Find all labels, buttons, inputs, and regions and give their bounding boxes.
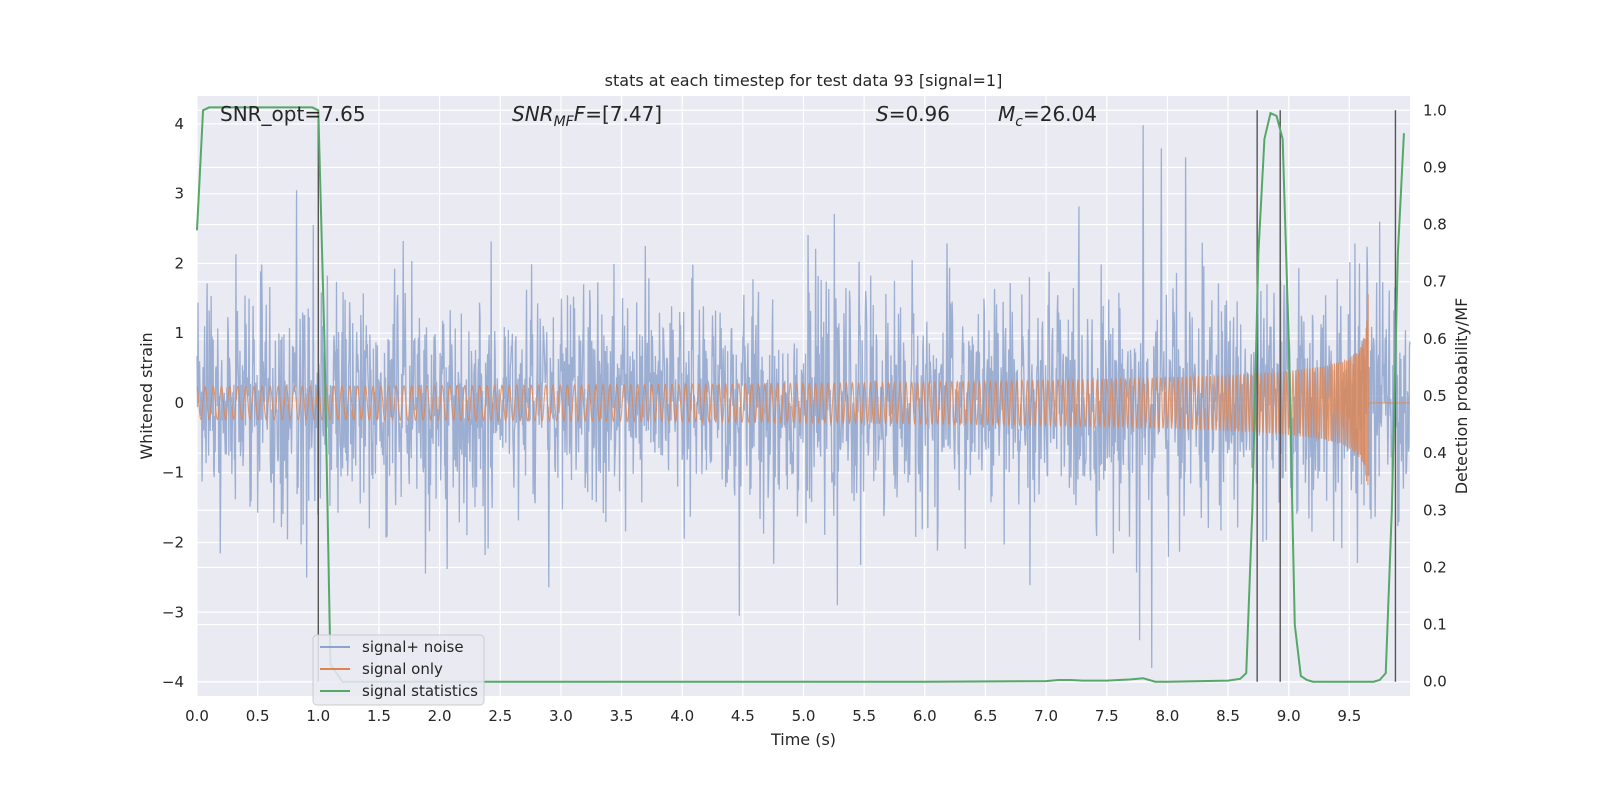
x-tick-label: 7.0: [1034, 707, 1058, 725]
y-right-tick-label: 0.1: [1423, 616, 1447, 634]
y-tick-label: 0: [174, 394, 184, 412]
x-axis-label: Time (s): [770, 730, 836, 749]
y-tick-label: 3: [174, 185, 184, 203]
x-tick-label: 4.5: [731, 707, 755, 725]
x-tick-label: 1.0: [306, 707, 330, 725]
y-right-tick-label: 1.0: [1423, 101, 1447, 119]
signal-statistics-series: [196, 106, 1405, 683]
x-tick-label: 8.5: [1216, 707, 1240, 725]
x-tick-label: 2.0: [428, 707, 452, 725]
y-right-tick-label: 0.0: [1423, 673, 1447, 691]
y-right-tick-label: 0.9: [1423, 158, 1447, 176]
y-right-tick-label: 0.2: [1423, 558, 1447, 576]
signal-noise-series: [196, 125, 1411, 669]
y-right-tick-label: 0.3: [1423, 501, 1447, 519]
y-right-tick-label: 0.6: [1423, 330, 1447, 348]
signal-only-line: [196, 294, 1410, 486]
y-tick-label: 2: [174, 254, 184, 272]
x-tick-label: 4.0: [670, 707, 694, 725]
x-tick-label: 1.5: [367, 707, 391, 725]
x-tick-label: 7.5: [1095, 707, 1119, 725]
x-tick-label: 8.0: [1155, 707, 1179, 725]
y-tick-label: −4: [162, 673, 184, 691]
y-tick-label: 1: [174, 324, 184, 342]
legend-label-noise: signal+ noise: [362, 638, 464, 656]
y-axis-right-label: Detection probability/MF: [1452, 298, 1471, 495]
annotation-snr-mf: SNRMFF=[7.47]: [512, 102, 662, 130]
y-tick-label: 4: [174, 115, 184, 133]
y-right-tick-label: 0.7: [1423, 273, 1447, 291]
signal-noise-line: [196, 125, 1411, 669]
annotation-mc: Mc=26.04: [998, 102, 1097, 130]
x-tick-label: 5.5: [852, 707, 876, 725]
signal-statistics-line: [196, 106, 1405, 683]
signal-only-series: [196, 294, 1410, 486]
tick-labels: 0.0 0.5 1.0 1.5 2.0 2.5 3.0 3.5 4.0 4.5 5.0 5.5 6.0 6…: [162, 101, 1447, 725]
y-tick-label: −2: [162, 534, 184, 552]
y-right-tick-label: 0.5: [1423, 387, 1447, 405]
annotation-snr-opt: SNR_opt=7.65: [220, 102, 366, 126]
y-right-tick-label: 0.8: [1423, 216, 1447, 234]
y-axis-label: Whitened strain: [137, 332, 156, 459]
x-tick-label: 3.0: [549, 707, 573, 725]
x-tick-label: 9.5: [1337, 707, 1361, 725]
legend-label-stat: signal statistics: [362, 682, 478, 700]
legend: signal+ noise signal only signal statist…: [312, 634, 485, 706]
y-tick-label: −3: [162, 603, 184, 621]
chart-title: stats at each timestep for test data 93 …: [605, 71, 1003, 90]
annotation-s: S=0.96: [876, 102, 950, 126]
x-tick-label: 0.5: [246, 707, 270, 725]
x-tick-label: 5.0: [792, 707, 816, 725]
y-tick-label: −1: [162, 464, 184, 482]
legend-box: [312, 634, 485, 706]
x-tick-label: 9.0: [1277, 707, 1301, 725]
x-tick-label: 6.0: [913, 707, 937, 725]
x-tick-label: 3.5: [610, 707, 634, 725]
legend-label-signal: signal only: [362, 660, 443, 678]
y-right-tick-label: 0.4: [1423, 444, 1447, 462]
x-tick-label: 0.0: [185, 707, 209, 725]
x-tick-label: 6.5: [974, 707, 998, 725]
x-tick-label: 2.5: [488, 707, 512, 725]
